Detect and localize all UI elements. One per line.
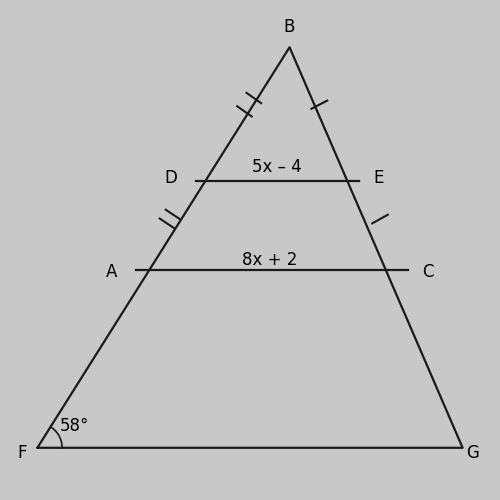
Text: B: B [284, 18, 295, 36]
Text: G: G [466, 444, 479, 462]
Text: 5x – 4: 5x – 4 [252, 158, 302, 176]
Text: D: D [164, 170, 177, 188]
Text: 58°: 58° [60, 416, 89, 434]
Text: 8x + 2: 8x + 2 [242, 251, 298, 269]
Text: C: C [422, 263, 434, 281]
Text: F: F [18, 444, 28, 462]
Text: A: A [106, 263, 117, 281]
Text: E: E [374, 170, 384, 188]
